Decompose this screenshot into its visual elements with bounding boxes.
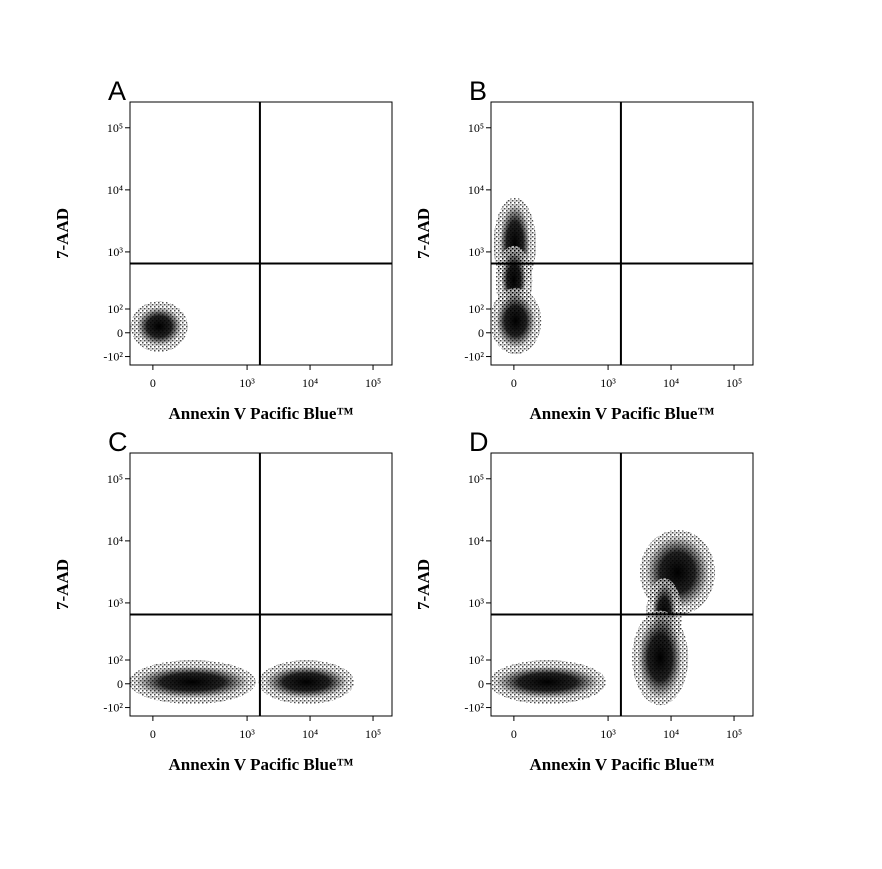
y-tick-label: 10³ bbox=[107, 596, 123, 610]
x-tick-label: 10³ bbox=[239, 727, 255, 741]
y-tick-label: 10² bbox=[468, 653, 484, 667]
y-tick-label: 0 bbox=[478, 326, 484, 340]
panel: 0 10³ 10⁴ 10⁵ -10² 0 10² 10³ 10⁴ 10⁵ A Annexin V Pa… bbox=[53, 76, 393, 423]
x-axis-label: Annexin V Pacific Blue™ bbox=[530, 404, 715, 423]
y-axis-label: 7-AAD bbox=[53, 559, 72, 610]
x-tick-label: 10³ bbox=[600, 376, 616, 390]
x-tick-label: 0 bbox=[150, 727, 156, 741]
panel-letter: C bbox=[108, 427, 128, 457]
y-axis-label: 7-AAD bbox=[414, 559, 433, 610]
y-tick-label: 10³ bbox=[468, 596, 484, 610]
y-tick-label: -10² bbox=[103, 350, 123, 364]
y-tick-label: -10² bbox=[464, 350, 484, 364]
y-tick-label: 10² bbox=[468, 302, 484, 316]
populations bbox=[130, 301, 188, 352]
x-tick-label: 10⁴ bbox=[663, 727, 679, 741]
population bbox=[495, 293, 536, 349]
plot-frame bbox=[490, 452, 754, 717]
x-tick-label: 10⁵ bbox=[365, 727, 381, 741]
y-axis-label: 7-AAD bbox=[414, 208, 433, 259]
plot-frame bbox=[129, 101, 393, 366]
x-axis-label: Annexin V Pacific Blue™ bbox=[530, 755, 715, 774]
y-axis-label: 7-AAD bbox=[53, 208, 72, 259]
y-tick-label: 10⁵ bbox=[468, 472, 484, 486]
x-tick-label: 10³ bbox=[600, 727, 616, 741]
y-tick-label: 10⁵ bbox=[107, 121, 123, 135]
y-tick-label: 10⁵ bbox=[468, 121, 484, 135]
y-tick-label: 10⁴ bbox=[468, 183, 484, 197]
x-tick-label: 0 bbox=[150, 376, 156, 390]
y-tick-label: -10² bbox=[464, 701, 484, 715]
populations bbox=[491, 197, 542, 355]
x-tick-label: 0 bbox=[511, 727, 517, 741]
y-tick-label: 10³ bbox=[107, 245, 123, 259]
x-tick-label: 0 bbox=[511, 376, 517, 390]
y-tick-label: 10⁵ bbox=[107, 472, 123, 486]
y-tick-label: 10² bbox=[107, 653, 123, 667]
panel-letter: A bbox=[108, 76, 126, 106]
plot-frame bbox=[490, 101, 754, 366]
x-tick-label: 10⁴ bbox=[663, 376, 679, 390]
y-tick-label: 0 bbox=[478, 677, 484, 691]
x-axis-label: Annexin V Pacific Blue™ bbox=[169, 404, 354, 423]
population bbox=[494, 666, 600, 698]
population bbox=[134, 666, 250, 698]
population bbox=[136, 307, 182, 346]
panel-letter: B bbox=[469, 76, 487, 106]
y-tick-label: 10³ bbox=[468, 245, 484, 259]
panel: 0 10³ 10⁴ 10⁵ -10² 0 10² 10³ 10⁴ 10⁵ C Annexin V Pa… bbox=[53, 427, 393, 774]
y-tick-label: -10² bbox=[103, 701, 123, 715]
x-tick-label: 10³ bbox=[239, 376, 255, 390]
x-tick-label: 10⁵ bbox=[726, 727, 742, 741]
panel: 0 10³ 10⁴ 10⁵ -10² 0 10² 10³ 10⁴ 10⁵ B Annexin V Pa… bbox=[414, 76, 754, 423]
y-tick-label: 10⁴ bbox=[468, 534, 484, 548]
panel-letter: D bbox=[469, 427, 489, 457]
y-tick-label: 0 bbox=[117, 677, 123, 691]
panel: 0 10³ 10⁴ 10⁵ -10² 0 10² 10³ 10⁴ 10⁵ D Annexin V Pa… bbox=[414, 427, 754, 774]
plot-frame bbox=[129, 452, 393, 717]
x-tick-label: 10⁵ bbox=[726, 376, 742, 390]
x-tick-label: 10⁴ bbox=[302, 727, 318, 741]
x-tick-label: 10⁴ bbox=[302, 376, 318, 390]
x-axis-label: Annexin V Pacific Blue™ bbox=[169, 755, 354, 774]
population bbox=[638, 616, 683, 700]
x-tick-label: 10⁵ bbox=[365, 376, 381, 390]
population bbox=[264, 666, 348, 698]
y-tick-label: 10² bbox=[107, 302, 123, 316]
y-tick-label: 10⁴ bbox=[107, 534, 123, 548]
populations bbox=[491, 529, 715, 706]
y-tick-label: 10⁴ bbox=[107, 183, 123, 197]
y-tick-label: 0 bbox=[117, 326, 123, 340]
populations bbox=[130, 660, 354, 704]
